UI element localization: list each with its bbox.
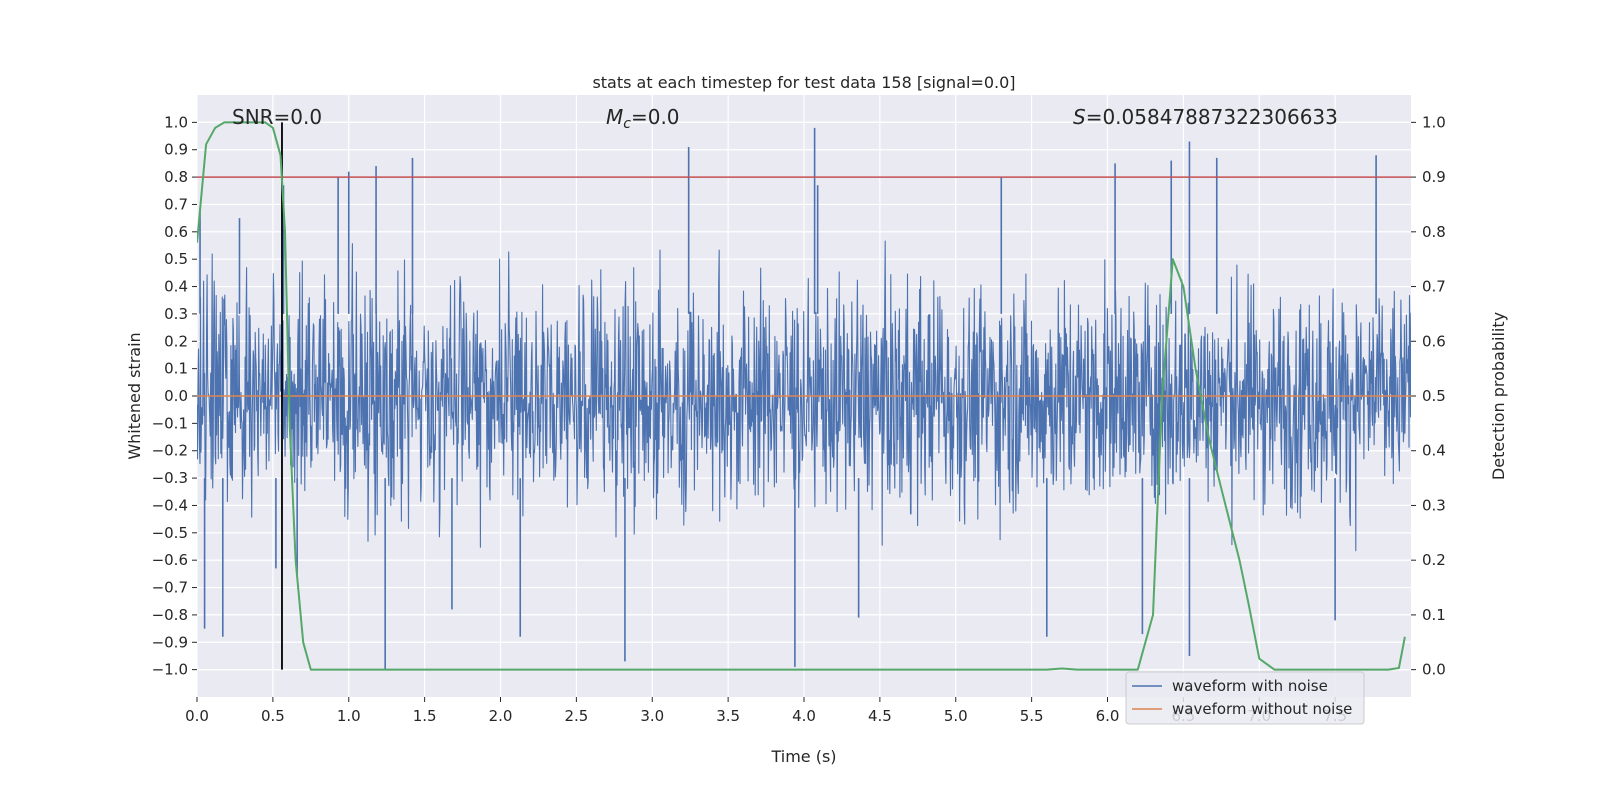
y-tick-label: −0.4	[152, 496, 188, 514]
y2-tick-label: 0.3	[1422, 496, 1446, 514]
y-tick-label: −0.9	[152, 633, 188, 651]
x-tick-label: 0.0	[185, 707, 209, 725]
mc-value: =0.0	[631, 105, 680, 129]
y-tick-label: −0.5	[152, 524, 188, 542]
y-tick-label: 0.2	[164, 332, 188, 350]
x-tick-label: 6.0	[1096, 707, 1120, 725]
mc-symbol: M	[606, 105, 623, 129]
x-tick-label: 0.5	[261, 707, 285, 725]
y2-tick-label: 1.0	[1422, 113, 1446, 131]
axes: 0.00.51.01.52.02.53.03.54.04.55.05.56.06…	[152, 113, 1446, 725]
y2-tick-label: 0.4	[1422, 442, 1446, 460]
y-tick-label: −0.3	[152, 469, 188, 487]
mc-subscript: c	[623, 116, 631, 132]
y-tick-label: 0.8	[164, 168, 188, 186]
x-tick-label: 5.0	[944, 707, 968, 725]
y-tick-label: −0.8	[152, 606, 188, 624]
y2-tick-label: 0.8	[1422, 223, 1446, 241]
x-tick-label: 4.0	[792, 707, 816, 725]
y2-tick-label: 0.0	[1422, 661, 1446, 679]
legend-box	[1125, 671, 1365, 725]
y-tick-label: 0.1	[164, 360, 188, 378]
x-tick-label: 2.0	[489, 707, 513, 725]
overlays	[197, 121, 1411, 671]
x-tick-label: 1.5	[413, 707, 437, 725]
y2-tick-label: 0.9	[1422, 168, 1446, 186]
y-tick-label: 0.9	[164, 141, 188, 159]
y-tick-label: 0.4	[164, 278, 188, 296]
x-tick-label: 3.0	[640, 707, 664, 725]
x-tick-label: 4.5	[868, 707, 892, 725]
y-tick-label: 0.3	[164, 305, 188, 323]
y-tick-label: −0.1	[152, 414, 188, 432]
y-tick-label: 0.5	[164, 250, 188, 268]
y2-tick-label: 0.2	[1422, 551, 1446, 569]
noise-trace	[197, 240, 1411, 552]
x-tick-label: 3.5	[716, 707, 740, 725]
y2-tick-label: 0.5	[1422, 387, 1446, 405]
y-tick-label: −0.2	[152, 442, 188, 460]
s-annotation: S=0.05847887322306633	[1073, 105, 1338, 129]
y-tick-label: −0.6	[152, 551, 188, 569]
probability-curve	[197, 121, 1406, 671]
chart-title: stats at each timestep for test data 158…	[592, 73, 1015, 92]
legend-entry: waveform without noise	[1172, 700, 1352, 718]
x-axis-label: Time (s)	[770, 747, 836, 766]
y2-tick-label: 0.1	[1422, 606, 1446, 624]
mc-annotation: Mc=0.0	[606, 105, 680, 132]
y-tick-label: 0.0	[164, 387, 188, 405]
y2-tick-label: 0.7	[1422, 278, 1446, 296]
x-tick-label: 5.5	[1020, 707, 1044, 725]
y-tick-label: 1.0	[164, 113, 188, 131]
snr-annotation: SNR=0.0	[232, 105, 322, 129]
y-tick-label: −1.0	[152, 661, 188, 679]
y-tick-label: −0.7	[152, 579, 188, 597]
x-tick-label: 2.5	[564, 707, 588, 725]
series-waveform-with-noise	[197, 127, 1411, 670]
y-tick-label: 0.6	[164, 223, 188, 241]
legend: waveform with noise waveform without nois…	[1125, 671, 1365, 725]
s-symbol: S	[1073, 105, 1086, 129]
y2-tick-label: 0.6	[1422, 332, 1446, 350]
s-value: =0.05847887322306633	[1086, 105, 1338, 129]
y2-axis-label: Detection probability	[1489, 312, 1508, 480]
legend-entry: waveform with noise	[1172, 677, 1328, 695]
y-axis-label: Whitened strain	[125, 332, 144, 459]
x-tick-label: 1.0	[337, 707, 361, 725]
y-tick-label: 0.7	[164, 195, 188, 213]
